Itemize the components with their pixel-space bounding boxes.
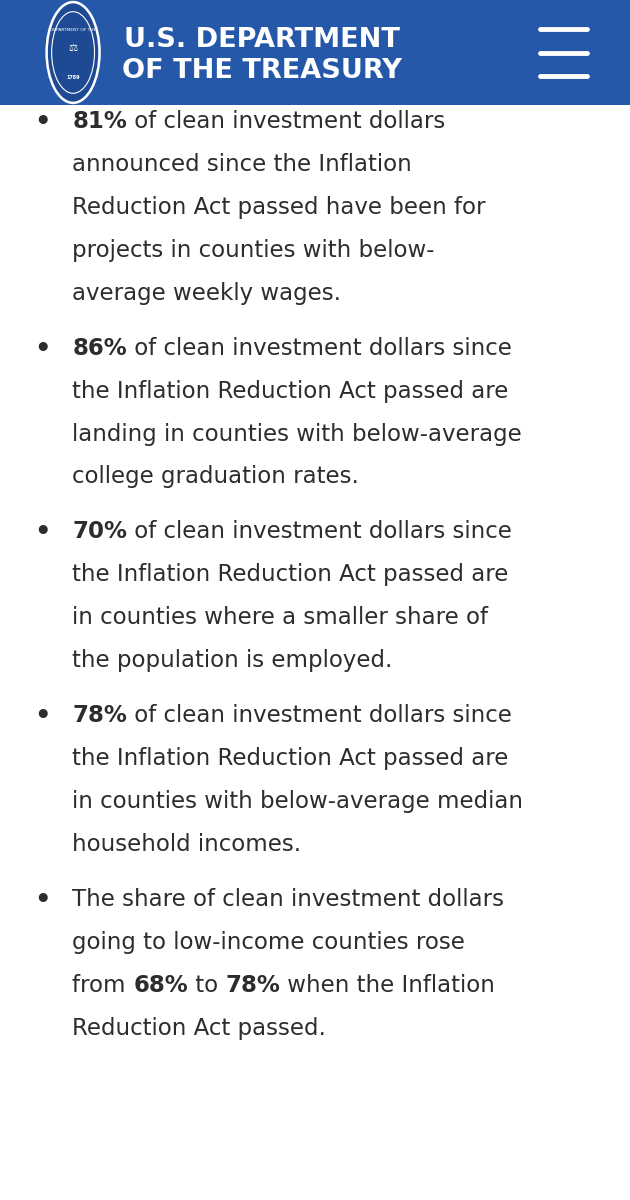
Text: 86%: 86% <box>72 336 127 360</box>
Text: projects in counties with below-: projects in counties with below- <box>72 239 435 262</box>
Text: announced since the Inflation: announced since the Inflation <box>72 152 412 175</box>
Text: 1789: 1789 <box>66 76 80 80</box>
Text: Reduction Act passed have been for: Reduction Act passed have been for <box>72 196 486 218</box>
Text: of clean investment dollars since: of clean investment dollars since <box>127 704 512 727</box>
Text: The share of clean investment dollars: The share of clean investment dollars <box>72 888 505 911</box>
Text: 81%: 81% <box>72 109 127 133</box>
Text: of clean investment dollars since: of clean investment dollars since <box>127 521 512 544</box>
Text: •: • <box>35 109 51 136</box>
Text: U.S. DEPARTMENT: U.S. DEPARTMENT <box>123 26 399 53</box>
Text: OF THE TREASURY: OF THE TREASURY <box>122 59 401 84</box>
Text: the Inflation Reduction Act passed are: the Inflation Reduction Act passed are <box>72 748 509 770</box>
Text: 78%: 78% <box>72 704 127 727</box>
Text: going to low-income counties rose: going to low-income counties rose <box>72 931 466 954</box>
Text: •: • <box>35 704 51 731</box>
Text: when the Inflation: when the Inflation <box>280 974 495 997</box>
Text: of clean investment dollars since: of clean investment dollars since <box>127 336 512 360</box>
Text: •: • <box>35 888 51 914</box>
Text: landing in counties with below-average: landing in counties with below-average <box>72 422 522 445</box>
Text: from: from <box>72 974 133 997</box>
Text: college graduation rates.: college graduation rates. <box>72 466 359 488</box>
Text: •: • <box>35 521 51 546</box>
Text: 70%: 70% <box>72 521 127 544</box>
Text: DEPARTMENT OF THE: DEPARTMENT OF THE <box>50 28 96 32</box>
FancyBboxPatch shape <box>0 0 630 104</box>
Text: the Inflation Reduction Act passed are: the Inflation Reduction Act passed are <box>72 379 509 402</box>
Text: the Inflation Reduction Act passed are: the Inflation Reduction Act passed are <box>72 564 509 587</box>
Text: the population is employed.: the population is employed. <box>72 649 393 672</box>
Text: ⚖: ⚖ <box>69 43 77 53</box>
Text: to: to <box>188 974 226 997</box>
Circle shape <box>47 2 100 103</box>
Text: in counties where a smaller share of: in counties where a smaller share of <box>72 606 488 629</box>
Text: in counties with below-average median: in counties with below-average median <box>72 790 524 814</box>
Text: of clean investment dollars: of clean investment dollars <box>127 109 445 133</box>
Text: 68%: 68% <box>133 974 188 997</box>
Text: household incomes.: household incomes. <box>72 833 302 856</box>
Text: Reduction Act passed.: Reduction Act passed. <box>72 1016 326 1040</box>
Text: •: • <box>35 336 51 362</box>
Text: average weekly wages.: average weekly wages. <box>72 282 341 305</box>
Text: 78%: 78% <box>226 974 280 997</box>
